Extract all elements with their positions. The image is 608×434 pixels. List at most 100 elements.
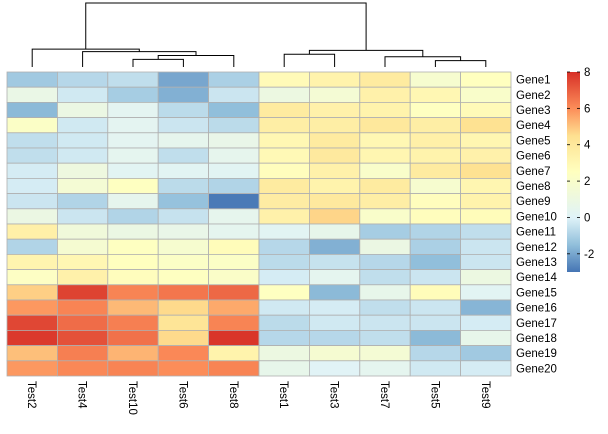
legend-tick-label: 4 [584,140,591,152]
heatmap-cell [308,102,361,119]
heatmap-cell [107,132,159,149]
heatmap-cell [57,329,109,346]
heatmap-cell [409,314,462,331]
dendrogram-branch [157,54,235,67]
heatmap-cell [6,162,58,179]
heatmap-cell [359,177,411,194]
heatmap-cell [208,253,260,270]
heatmap-cell [208,329,260,346]
heatmap-cells [6,71,512,377]
heatmap-cell [107,193,159,210]
heatmap-cell [308,117,361,134]
heatmap-cell [308,71,361,88]
heatmap-cell [359,208,411,225]
heatmap-cell [6,238,58,255]
heatmap-cell [57,223,109,240]
column-label: Test1 [277,381,289,409]
heatmap-cell [107,208,159,225]
heatmap-cell [460,162,512,179]
heatmap-cell [57,253,109,270]
column-label: Test5 [428,381,440,409]
heatmap-cell [107,223,159,240]
dendrogram-branch [283,53,336,67]
heatmap-cell [208,86,260,103]
heatmap-cell [460,269,512,286]
row-label: Gene17 [516,318,557,330]
heatmap-cell [57,162,109,179]
heatmap-cell [157,345,209,362]
heatmap-cell [157,360,209,377]
row-label: Gene12 [516,242,557,254]
heatmap-cell [57,86,109,103]
heatmap-cell [6,299,58,316]
heatmap-cell [409,132,462,149]
heatmap-cell [409,71,462,88]
heatmap-cell [409,117,462,134]
heatmap-cell [6,269,58,286]
heatmap-cell [6,253,58,270]
heatmap-cell [308,360,361,377]
heatmap-cell [308,253,361,270]
heatmap-cell [409,193,462,210]
heatmap-cell [6,132,58,149]
heatmap-cell [208,162,260,179]
legend-tick-label: -2 [584,249,594,261]
heatmap-cell [57,360,109,377]
heatmap-cell [409,329,462,346]
heatmap-cell [308,238,361,255]
heatmap-cell [6,208,58,225]
heatmap-cell [107,314,159,331]
heatmap-cell [409,147,462,164]
heatmap-cell [258,253,310,270]
heatmap-cell [460,238,512,255]
heatmap-cell [409,86,462,103]
heatmap-cell [157,238,209,255]
heatmap-cell [157,86,209,103]
heatmap-cell [460,299,512,316]
heatmap-cell [208,117,260,134]
heatmap-cell [208,208,260,225]
heatmap-cell [359,360,411,377]
heatmap-cell [57,132,109,149]
heatmap-cell [157,314,209,331]
color-legend: 8 6 4 2 0 -2 [567,67,594,272]
heatmap-cell [409,269,462,286]
heatmap-cell [308,314,361,331]
heatmap-cell [208,177,260,194]
heatmap-cell [308,132,361,149]
heatmap-cell [107,117,159,134]
heatmap-cell [409,299,462,316]
heatmap-cell [57,177,109,194]
heatmap-cell [409,223,462,240]
heatmap-cell [460,132,512,149]
heatmap-cell [308,177,361,194]
heatmap-cell [107,269,159,286]
heatmap-cell [6,86,58,103]
heatmap-cell [208,238,260,255]
heatmap-cell [308,345,361,362]
heatmap-cell [308,208,361,225]
heatmap-cell [6,345,58,362]
row-labels: Gene1 Gene2 Gene3 Gene4 Gene5 Gene6 Gene7 Gene8… [516,75,558,376]
heatmap-cell [208,299,260,316]
heatmap-cell [460,71,512,88]
heatmap-cell [460,223,512,240]
heatmap-cell [6,284,58,301]
column-label: Test3 [328,381,340,409]
heatmap-cell [258,345,310,362]
heatmap-cell [157,132,209,149]
heatmap-cell [460,86,512,103]
heatmap-cell [57,102,109,119]
heatmap-cell [107,238,159,255]
legend-tick-label: 0 [584,212,590,224]
heatmap-cell [6,223,58,240]
heatmap-cell [258,86,310,103]
heatmap-cell [258,132,310,149]
row-label: Gene1 [516,75,551,87]
heatmap-cell [258,71,310,88]
row-label: Gene15 [516,287,557,299]
heatmap-cell [6,314,58,331]
heatmap-cell [6,117,58,134]
heatmap-cell [157,71,209,88]
heatmap-cell [460,193,512,210]
